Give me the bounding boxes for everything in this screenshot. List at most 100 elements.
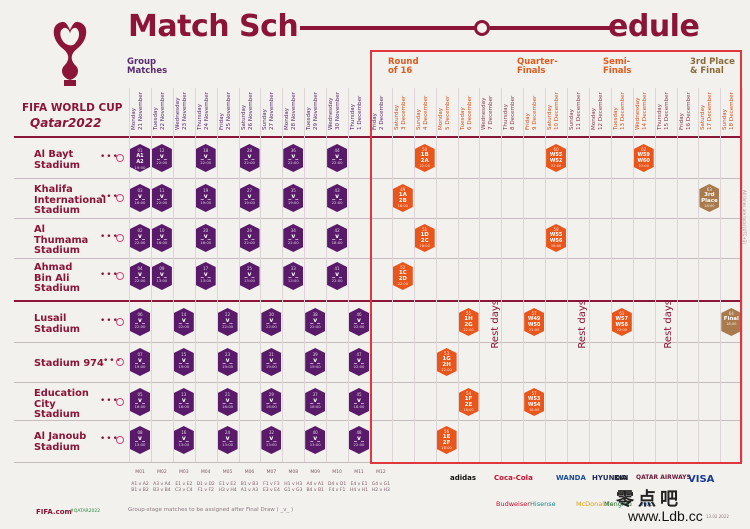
knockout-match[interactable]: 56 1E 2F 18:00	[436, 426, 457, 454]
group-match[interactable]: 25 _v_ 13:00	[239, 262, 260, 290]
group-match[interactable]: 04 _v_ 22:00	[130, 262, 150, 290]
rest-days-label-1: Rest days	[490, 300, 501, 349]
stadium-connector: •••	[103, 356, 122, 366]
group-match[interactable]: 07 _v_ 19:00	[130, 348, 150, 376]
knockout-match[interactable]: 52 1C 2D 22:00	[392, 262, 413, 290]
group-match[interactable]: 18 _v_ 22:00	[195, 144, 216, 172]
group-match[interactable]: 33 _v_ 13:00	[283, 262, 304, 290]
group-match[interactable]: 12 _v_ 22:00	[151, 144, 172, 172]
group-match[interactable]: 32 _v_ 13:00	[261, 426, 282, 454]
match-number: 37	[312, 392, 318, 397]
group-match[interactable]: 46 _v_ 22:00	[349, 308, 369, 336]
group-match[interactable]: 42 _v_ 18:00	[327, 224, 348, 252]
group-match[interactable]: 14 _v_ 22:00	[173, 308, 194, 336]
group-match[interactable]: 15 _v_ 19:00	[173, 348, 194, 376]
kickoff-time: 18:00	[529, 408, 540, 412]
group-match[interactable]: 22 _v_ 22:00	[217, 308, 238, 336]
knockout-match[interactable]: 54 1F 2E 18:00	[458, 388, 479, 416]
match-slot: 2C	[420, 238, 429, 244]
stadium-marker-icon	[116, 234, 124, 242]
date-header: Thursday 1 December	[350, 95, 363, 130]
group-match[interactable]: 10 _v_ 16:00	[151, 224, 172, 252]
group-match[interactable]: 16 _v_ 13:00	[173, 426, 194, 454]
kickoff-time: 22:00	[134, 240, 146, 245]
group-match[interactable]: 39 _v_ 19:00	[305, 348, 326, 376]
group-match[interactable]: 13 _v_ 16:00	[173, 388, 194, 416]
match-teams: _v_	[222, 317, 233, 324]
knockout-match[interactable]: 60 W55 W52 22:00	[546, 144, 567, 172]
group-match[interactable]: 43 _v_ 22:00	[327, 184, 348, 212]
group-match[interactable]: 03 _v_ 16:00	[130, 184, 150, 212]
group-match[interactable]: 26 _v_ 22:00	[239, 224, 260, 252]
grid-column-line	[588, 88, 590, 462]
group-match[interactable]: 24 _v_ 13:00	[217, 426, 238, 454]
group-match[interactable]: 31 _v_ 19:00	[261, 348, 282, 376]
group-match[interactable]: 21 _v_ 16:00	[217, 388, 238, 416]
group-match[interactable]: 29 _v_ 16:00	[261, 388, 282, 416]
group-match[interactable]: 35 _v_ 19:00	[283, 184, 304, 212]
match-teams: _v_	[178, 317, 189, 324]
group-match[interactable]: 19 _v_ 19:00	[195, 184, 216, 212]
grid-column-line	[698, 88, 700, 462]
match-teams: _v_	[332, 271, 343, 278]
kickoff-time: 13:00	[200, 278, 212, 283]
knockout-match[interactable]: 55 1H 2G 22:00	[458, 308, 479, 336]
match-teams: _v_	[266, 397, 277, 404]
group-match[interactable]: 05 _v_ 16:00	[130, 388, 150, 416]
group-match[interactable]: 38 _v_ 22:00	[305, 308, 326, 336]
grid-row-line	[14, 218, 742, 219]
group-match[interactable]: 40 _v_ 13:00	[305, 426, 326, 454]
knockout-match[interactable]: 57 W53 W54 18:00	[524, 388, 545, 416]
third-place-match[interactable]: 63 3rd Place 18:00	[699, 184, 720, 212]
knockout-match[interactable]: 58 W55 W56 18:00	[546, 224, 567, 252]
group-match[interactable]: 09 _v_ 13:00	[151, 262, 172, 290]
group-match[interactable]: 30 _v_ 22:00	[261, 308, 282, 336]
knockout-match[interactable]: 62 W59 W60 22:00	[633, 144, 654, 172]
knockout-match[interactable]: 57 W49 W50 22:00	[524, 308, 545, 336]
knockout-match[interactable]: 49 1A 2B 18:00	[392, 184, 413, 212]
match-number: 31	[268, 352, 274, 357]
grid-column-line	[326, 88, 328, 462]
group-match[interactable]: 27 _v_ 19:00	[239, 184, 260, 212]
knockout-match[interactable]: 61 W57 W58 22:00	[611, 308, 632, 336]
knockout-match[interactable]: 50 1B 2A 22:00	[414, 144, 435, 172]
knockout-match[interactable]: 51 1D 2C 18:00	[414, 224, 435, 252]
group-match[interactable]: 17 _v_ 13:00	[195, 262, 216, 290]
match-teams: _v_	[354, 317, 364, 324]
match-teams: _v_	[332, 193, 343, 200]
match-teams: _v_	[200, 193, 211, 200]
group-match[interactable]: 20 _v_ 16:00	[195, 224, 216, 252]
grid-column-line	[282, 88, 284, 462]
date-header: Monday 5 December	[437, 95, 451, 130]
grid-column-line	[435, 88, 437, 462]
match-number: 34	[290, 228, 296, 233]
group-match[interactable]: 11 _v_ 22:00	[151, 184, 172, 212]
match-slot: 1A	[398, 192, 407, 198]
group-match[interactable]: 48 _v_ 22:00	[349, 426, 369, 454]
final-match[interactable]: 64 Final 18:00	[721, 308, 742, 336]
group-match[interactable]: 45 _v_ 18:00	[349, 388, 369, 416]
match-teams: _v_	[354, 435, 364, 442]
group-match[interactable]: 41 _v_ 22:00	[327, 262, 348, 290]
grid-column-line	[742, 88, 744, 462]
group-match[interactable]: 23 _v_ 19:00	[217, 348, 238, 376]
match-number: 58	[553, 227, 559, 232]
group-match[interactable]: 44 _v_ 22:00	[327, 144, 348, 172]
group-match[interactable]: 02 _v_ 22:00	[130, 224, 150, 252]
group-match[interactable]: 37 _v_ 16:00	[305, 388, 326, 416]
match-number: 19	[203, 188, 209, 193]
knockout-match[interactable]: 53 1G 2H 22:00	[436, 348, 457, 376]
footer-fifa-link[interactable]: FIFA.com	[36, 508, 72, 516]
group-match[interactable]: 08 _v_ 13:00	[130, 426, 150, 454]
football-icon	[474, 20, 490, 36]
kickoff-time: 19:00	[265, 364, 277, 369]
group-match[interactable]: 01 A1 A2 19:00	[130, 144, 150, 172]
group-match[interactable]: 34 _v_ 22:00	[283, 224, 304, 252]
group-match[interactable]: 47 _v_ 22:00	[349, 348, 369, 376]
group-match[interactable]: 28 _v_ 22:00	[239, 144, 260, 172]
group-match[interactable]: 06 _v_ 22:00	[130, 308, 150, 336]
match-number: 07	[137, 352, 143, 357]
group-match[interactable]: 36 _v_ 22:00	[283, 144, 304, 172]
match-slot: 3rd	[704, 192, 715, 198]
stadium-name: Al Bayt Stadium	[34, 149, 80, 171]
